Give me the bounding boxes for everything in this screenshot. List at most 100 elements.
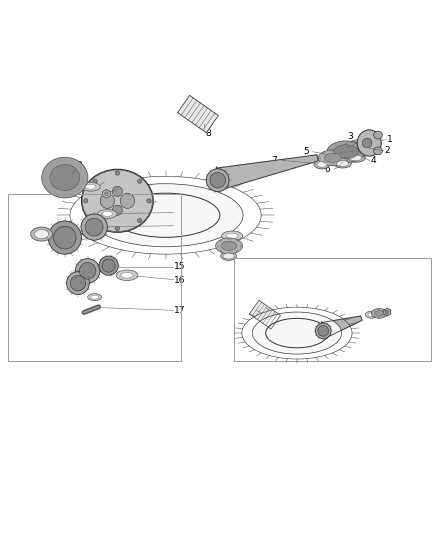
Text: 16: 16: [174, 276, 186, 285]
Circle shape: [79, 263, 96, 279]
Ellipse shape: [318, 150, 348, 166]
Ellipse shape: [362, 138, 372, 148]
Ellipse shape: [374, 131, 382, 139]
Ellipse shape: [334, 145, 358, 159]
Circle shape: [138, 219, 142, 223]
Ellipse shape: [81, 169, 153, 232]
Circle shape: [85, 218, 103, 236]
Circle shape: [75, 259, 100, 283]
Circle shape: [318, 326, 328, 336]
Ellipse shape: [352, 143, 368, 151]
Circle shape: [67, 272, 89, 295]
Ellipse shape: [113, 205, 122, 215]
Ellipse shape: [336, 160, 349, 167]
Text: 10: 10: [105, 173, 116, 182]
Ellipse shape: [42, 157, 88, 198]
Polygon shape: [177, 95, 219, 133]
Circle shape: [70, 276, 86, 291]
Text: 4: 4: [370, 156, 376, 165]
Ellipse shape: [88, 294, 102, 301]
Text: 12: 12: [157, 197, 168, 206]
Ellipse shape: [266, 318, 328, 348]
Ellipse shape: [221, 252, 237, 260]
Ellipse shape: [50, 165, 80, 191]
Circle shape: [385, 310, 389, 314]
Text: 6: 6: [324, 165, 330, 174]
Ellipse shape: [357, 130, 381, 156]
Ellipse shape: [334, 145, 358, 159]
Ellipse shape: [334, 159, 351, 168]
Circle shape: [53, 227, 76, 249]
Polygon shape: [217, 155, 318, 190]
Ellipse shape: [222, 231, 243, 241]
Ellipse shape: [346, 140, 374, 154]
Ellipse shape: [102, 212, 113, 216]
Text: 9: 9: [76, 161, 82, 170]
Circle shape: [81, 214, 107, 240]
Ellipse shape: [374, 147, 382, 155]
Polygon shape: [102, 189, 110, 198]
Ellipse shape: [81, 182, 100, 191]
Text: 13: 13: [174, 208, 186, 217]
Ellipse shape: [88, 184, 243, 247]
Ellipse shape: [35, 230, 49, 239]
Ellipse shape: [252, 312, 342, 354]
Circle shape: [147, 199, 151, 203]
Bar: [234, 258, 431, 361]
Ellipse shape: [113, 187, 122, 196]
Ellipse shape: [374, 310, 385, 317]
Polygon shape: [322, 316, 362, 337]
Ellipse shape: [317, 161, 327, 167]
Circle shape: [115, 171, 120, 175]
Ellipse shape: [365, 311, 378, 318]
Ellipse shape: [221, 241, 237, 251]
Text: 2: 2: [384, 146, 390, 155]
Ellipse shape: [100, 193, 114, 208]
Text: 1: 1: [387, 134, 392, 143]
Ellipse shape: [215, 238, 243, 254]
Ellipse shape: [322, 152, 343, 164]
Text: 5: 5: [303, 147, 309, 156]
Text: 17: 17: [174, 306, 186, 315]
Circle shape: [210, 173, 226, 188]
Polygon shape: [384, 308, 391, 316]
Circle shape: [315, 323, 331, 339]
Ellipse shape: [85, 184, 96, 189]
Circle shape: [104, 192, 109, 196]
Ellipse shape: [223, 253, 234, 259]
Circle shape: [48, 221, 81, 254]
Ellipse shape: [375, 311, 384, 316]
Ellipse shape: [350, 155, 362, 161]
Ellipse shape: [327, 141, 365, 163]
Circle shape: [93, 219, 97, 223]
Ellipse shape: [219, 240, 239, 252]
Ellipse shape: [98, 209, 117, 219]
Bar: [8, 194, 181, 361]
Circle shape: [99, 256, 118, 275]
Ellipse shape: [371, 309, 387, 318]
Ellipse shape: [226, 233, 238, 238]
Ellipse shape: [31, 227, 53, 241]
Text: 11: 11: [118, 184, 129, 193]
Ellipse shape: [111, 193, 220, 237]
Circle shape: [102, 259, 115, 272]
Ellipse shape: [314, 160, 330, 169]
Ellipse shape: [50, 165, 80, 191]
Ellipse shape: [116, 270, 138, 280]
Circle shape: [115, 227, 120, 231]
Ellipse shape: [120, 193, 134, 208]
Circle shape: [93, 179, 97, 183]
Polygon shape: [250, 300, 280, 329]
Text: 7: 7: [272, 156, 277, 165]
Text: 14: 14: [174, 221, 186, 230]
Ellipse shape: [325, 154, 341, 163]
Ellipse shape: [350, 142, 370, 152]
Ellipse shape: [121, 272, 133, 278]
Text: 3: 3: [347, 132, 353, 141]
Ellipse shape: [346, 154, 365, 162]
Ellipse shape: [368, 313, 375, 317]
Ellipse shape: [91, 295, 99, 299]
Circle shape: [138, 179, 142, 183]
Circle shape: [206, 169, 229, 191]
Circle shape: [84, 199, 88, 203]
